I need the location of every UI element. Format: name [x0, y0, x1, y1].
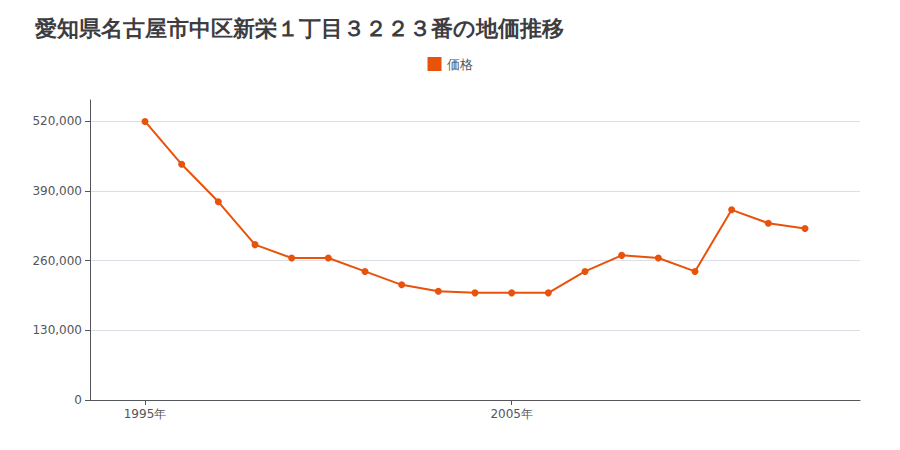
svg-text:価格: 価格 [447, 57, 473, 72]
svg-text:130,000: 130,000 [32, 323, 82, 337]
svg-text:0: 0 [74, 393, 82, 407]
svg-text:520,000: 520,000 [32, 114, 82, 128]
svg-text:260,000: 260,000 [32, 254, 82, 268]
svg-text:390,000: 390,000 [32, 184, 82, 198]
svg-text:1995年: 1995年 [124, 407, 167, 421]
svg-text:愛知県名古屋市中区新栄１丁目３２２３番の地価推移: 愛知県名古屋市中区新栄１丁目３２２３番の地価推移 [35, 16, 564, 41]
svg-text:2005年: 2005年 [490, 407, 533, 421]
